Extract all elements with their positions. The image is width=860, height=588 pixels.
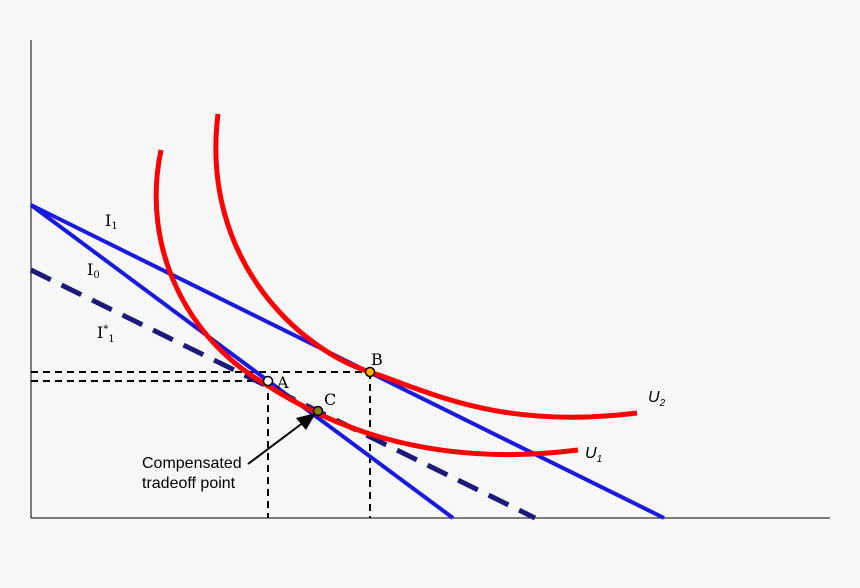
label-I0-sub: 0 xyxy=(93,270,99,281)
point-A-marker xyxy=(262,375,274,387)
annotation-line-2: tradeoff point xyxy=(142,475,236,492)
indifference-curve-U1 xyxy=(153,149,579,458)
label-Istar1: I*1 xyxy=(97,323,115,345)
label-I0-main: I xyxy=(87,260,93,279)
annotation-line-1: Compensated xyxy=(142,455,242,472)
label-Istar1-sup: * xyxy=(103,324,108,335)
point-B-marker xyxy=(364,366,376,378)
annotation-arrow-head xyxy=(296,413,316,430)
label-Istar1-sub: 1 xyxy=(108,334,114,345)
label-point-B: B xyxy=(371,350,383,369)
label-U1-sub: 1 xyxy=(597,454,603,465)
label-point-C: C xyxy=(324,390,336,409)
annotation-arrow-line xyxy=(247,421,305,465)
label-I0: I0 xyxy=(87,260,100,281)
label-U2-sub: 2 xyxy=(659,398,666,409)
budget-line-I0 xyxy=(29,203,455,520)
indifference-curve-U2 xyxy=(213,113,638,420)
point-C-marker xyxy=(312,405,324,417)
label-point-A: A xyxy=(276,373,289,392)
label-U2: U2 xyxy=(648,389,666,409)
label-I1-main: I xyxy=(105,211,111,230)
label-I1-sub: 1 xyxy=(111,221,117,232)
label-U1-main: U xyxy=(585,445,597,462)
label-U2-main: U xyxy=(648,389,660,406)
label-U1: U1 xyxy=(585,445,602,465)
label-Istar1-main: I xyxy=(97,323,103,342)
label-I1: I1 xyxy=(105,211,118,232)
